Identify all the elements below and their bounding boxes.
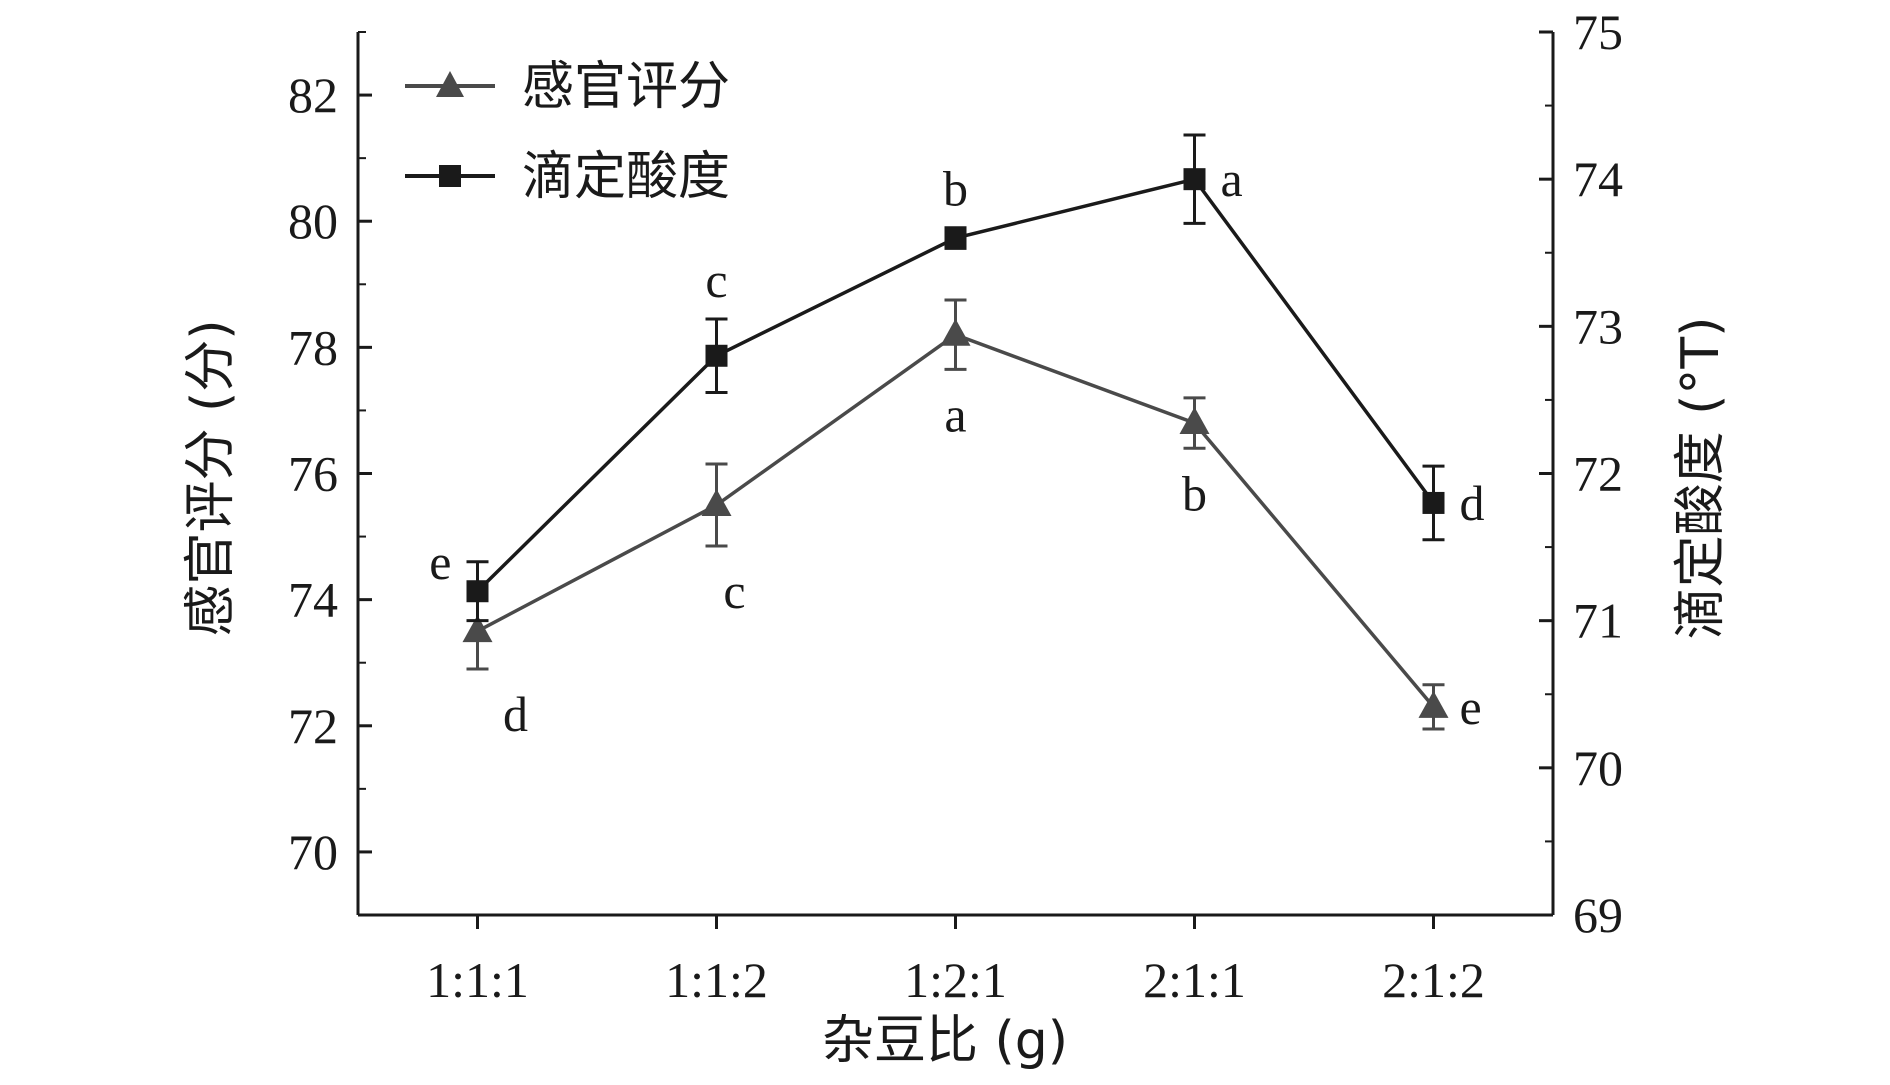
- acidity-point: [705, 344, 728, 367]
- x-tick-label: 1:2:1: [904, 952, 1007, 1008]
- right-y-tick-label: 74: [1573, 151, 1623, 207]
- significance-label: a: [944, 386, 966, 442]
- sensory-point: [1418, 690, 1449, 718]
- significance-label: d: [503, 686, 528, 742]
- acidity-point: [1183, 168, 1206, 191]
- significance-label: c: [723, 563, 745, 619]
- legend-triangle-marker: [436, 71, 464, 97]
- x-tick-label: 2:1:2: [1382, 952, 1485, 1008]
- right-y-tick-label: 75: [1573, 4, 1623, 60]
- x-tick-label: 2:1:1: [1143, 952, 1246, 1008]
- left-y-tick-label: 70: [288, 824, 338, 880]
- acidity-point: [466, 580, 489, 603]
- legend-label-acidity: 滴定酸度: [522, 147, 730, 207]
- left-y-tick-label: 78: [288, 319, 338, 375]
- x-tick-label: 1:1:1: [426, 952, 529, 1008]
- significance-label: d: [1460, 475, 1485, 531]
- acidity-point: [944, 227, 967, 250]
- legend: 感官评分 滴定酸度: [405, 57, 730, 207]
- left-y-tick-label: 80: [288, 193, 338, 249]
- right-y-tick-label: 69: [1573, 887, 1623, 943]
- left-y-tick-label: 74: [288, 572, 338, 628]
- sensory-point: [701, 489, 732, 517]
- right-y-tick-label: 72: [1573, 446, 1623, 502]
- left-y-tick-label: 76: [288, 446, 338, 502]
- left-y-tick-label: 72: [288, 698, 338, 754]
- left-y-axis-title: 感官评分 (分): [181, 319, 241, 636]
- acidity-point: [1422, 491, 1445, 514]
- sensory-point: [462, 615, 493, 643]
- significance-label: c: [705, 252, 727, 308]
- x-tick-label: 1:1:2: [665, 952, 768, 1008]
- significance-label: b: [1182, 465, 1207, 521]
- left-y-tick-label: 82: [288, 67, 338, 123]
- right-y-tick-label: 70: [1573, 740, 1623, 796]
- sensory-point: [1179, 407, 1210, 435]
- significance-label: e: [429, 534, 451, 590]
- significance-label: a: [1221, 151, 1243, 207]
- significance-label: e: [1460, 679, 1482, 735]
- axes-layer: 70 72 74 76 78 80 82 69 70 71 72 73 74 75 1:1:1 1:1:2 1:…: [288, 4, 1623, 1008]
- right-y-tick-label: 73: [1573, 298, 1623, 354]
- legend-square-marker: [439, 165, 461, 187]
- sensory-point: [940, 318, 971, 346]
- significance-label: b: [943, 161, 968, 217]
- right-y-axis-title: 滴定酸度 (°T): [1671, 317, 1731, 640]
- series-layer: d c a b e e c b a d: [429, 133, 1485, 742]
- x-axis-title: 杂豆比 (g): [822, 1011, 1068, 1071]
- legend-label-sensory: 感官评分: [522, 57, 730, 117]
- right-y-tick-label: 71: [1573, 593, 1623, 649]
